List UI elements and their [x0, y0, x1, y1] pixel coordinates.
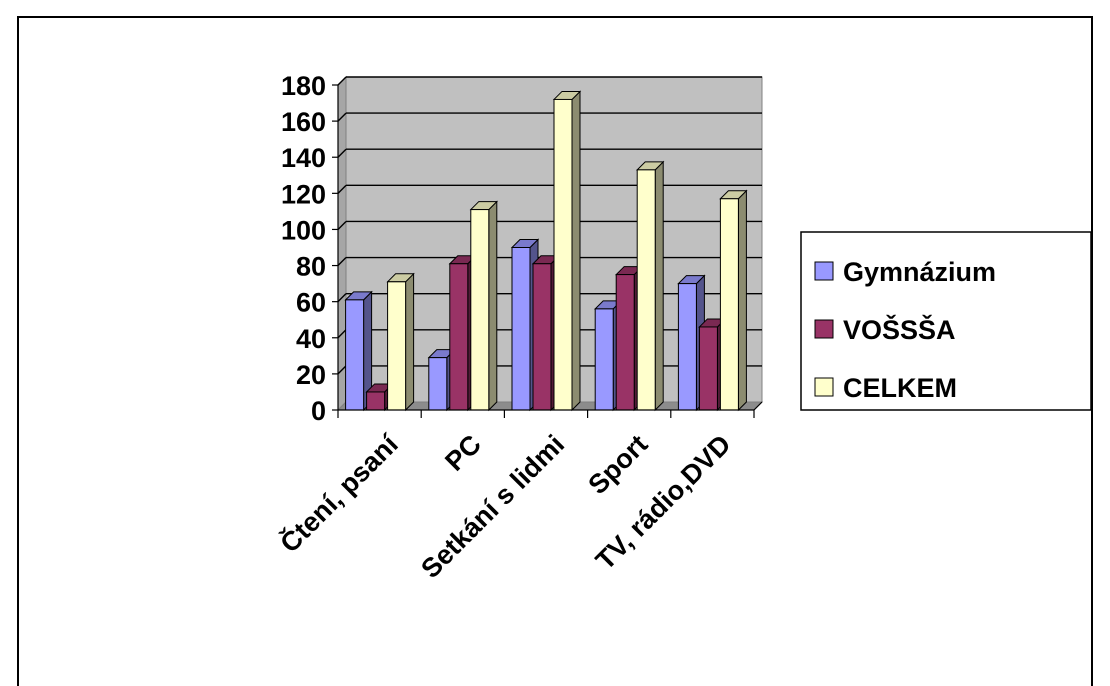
bar-side — [571, 90, 581, 412]
bar-front — [719, 198, 739, 411]
x-tick-label: Setkání s lidmi — [415, 429, 570, 584]
bar-side — [405, 272, 415, 412]
gridline-side — [337, 257, 347, 267]
y-tick-label: 180 — [281, 71, 326, 101]
gridline-side — [337, 365, 347, 375]
bar — [635, 160, 665, 412]
bar-front — [615, 274, 635, 411]
gridline-side — [337, 148, 347, 158]
bar-front — [677, 283, 697, 411]
gridline-side — [337, 220, 347, 230]
legend-item: VOŠSŠA — [814, 314, 956, 345]
bar — [719, 189, 748, 412]
bar-front — [345, 299, 365, 411]
bar-front — [594, 308, 614, 411]
legend-label: VOŠSŠA — [843, 314, 956, 345]
bar-front — [698, 326, 718, 411]
legend-swatch — [814, 377, 834, 397]
legend-swatch — [814, 261, 834, 281]
gridline-side — [337, 76, 347, 86]
bar-front — [470, 209, 490, 411]
x-tick-label: Sport — [582, 429, 653, 500]
y-tick-label: 40 — [296, 324, 326, 354]
y-tick-label: 100 — [281, 215, 326, 245]
bar — [552, 90, 582, 412]
bar-front — [511, 247, 531, 411]
bar-front — [532, 263, 552, 411]
bar — [469, 200, 499, 412]
legend-swatch — [814, 319, 834, 339]
bar-front — [387, 281, 407, 411]
bar-front — [449, 263, 469, 411]
chart-frame — [17, 16, 1093, 686]
x-axis-depth — [753, 401, 763, 411]
legend-label: Gymnázium — [843, 257, 996, 287]
gridline-side — [337, 329, 347, 339]
x-tick-label: PC — [439, 429, 487, 477]
bar-front — [366, 391, 386, 411]
legend-label: CELKEM — [843, 373, 957, 403]
y-tick-label: 160 — [281, 107, 326, 137]
bar-front — [553, 98, 573, 411]
bar-side — [737, 189, 747, 412]
bars — [344, 90, 748, 412]
bar-side — [488, 200, 498, 412]
bar-side — [654, 160, 664, 412]
bar-front — [428, 357, 448, 411]
x-tick-label: Čtení, psaní — [274, 427, 405, 558]
y-tick-label: 0 — [311, 396, 326, 426]
y-tick-label: 20 — [296, 360, 326, 390]
side-wall — [337, 75, 347, 412]
bar-front — [636, 169, 656, 411]
gridline-side — [337, 293, 347, 303]
gridline-side — [337, 112, 347, 122]
y-tick-label: 60 — [296, 288, 326, 318]
legend-item: CELKEM — [814, 373, 957, 403]
y-tick-label: 80 — [296, 252, 326, 282]
bar — [344, 290, 373, 412]
gridline-side — [337, 184, 347, 194]
legend-item: Gymnázium — [814, 257, 996, 287]
y-tick-label: 120 — [281, 179, 326, 209]
legend-box — [800, 231, 1092, 411]
bar — [386, 272, 415, 412]
y-tick-label: 140 — [281, 143, 326, 173]
legend: Gymnázium VOŠSŠA CELKEM — [800, 231, 1092, 411]
